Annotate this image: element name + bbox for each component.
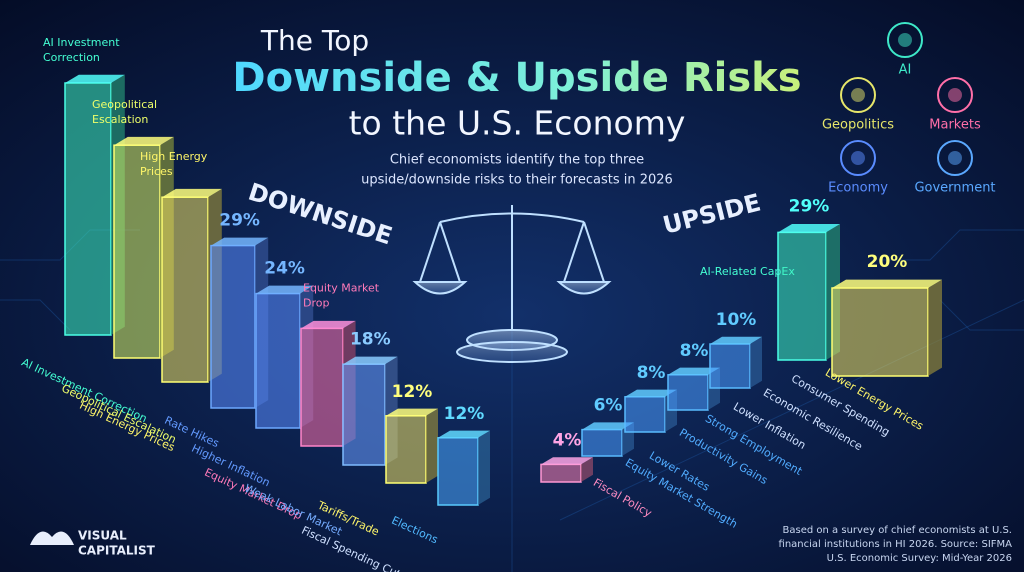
subtitle-line: Chief economists identify the top three <box>390 153 644 168</box>
bar-side <box>426 408 438 483</box>
bar <box>255 292 301 429</box>
bar-top <box>832 279 942 288</box>
value-label: 4% <box>553 430 582 450</box>
x-label: AI-Related CapEx <box>700 265 795 278</box>
bar <box>64 82 112 336</box>
bar <box>210 244 256 409</box>
logo-text: CAPITALIST <box>78 544 156 558</box>
bar-top <box>301 320 356 329</box>
source-line: financial institutions in HI 2026. Sourc… <box>779 539 1013 550</box>
legend-icon <box>840 140 876 176</box>
bar-top <box>710 336 762 344</box>
bar <box>300 327 344 447</box>
bar-top <box>65 74 125 83</box>
legend-icon <box>887 22 923 58</box>
bar <box>342 363 386 466</box>
logo-text: VISUAL <box>78 529 127 543</box>
legend-label: Markets <box>929 118 981 133</box>
bar-top <box>162 188 222 198</box>
legend-icon <box>937 140 973 176</box>
bar-top <box>211 237 269 246</box>
annotation: High Energy Prices <box>140 150 208 178</box>
bar-top <box>114 136 174 146</box>
title-line: to the U.S. Economy <box>349 104 686 143</box>
value-label: 20% <box>867 252 908 272</box>
bar <box>831 287 929 377</box>
bar <box>709 343 751 389</box>
scale-icon <box>412 205 612 363</box>
legend-icon-core <box>851 88 865 102</box>
source-line: U.S. Economic Survey: Mid-Year 2026 <box>827 553 1012 564</box>
annotation: AI Investment Correction <box>43 36 120 64</box>
bar <box>113 144 161 359</box>
value-label: 12% <box>444 404 485 424</box>
value-label: 18% <box>350 330 391 350</box>
legend-label: Government <box>914 181 995 196</box>
value-label: 29% <box>219 210 260 230</box>
legend-icon <box>937 77 973 113</box>
bar-top <box>386 408 438 416</box>
value-label: 29% <box>789 196 830 216</box>
bar-top <box>256 285 314 294</box>
legend-label: Geopolitics <box>822 118 894 133</box>
bar-top <box>343 356 398 365</box>
legend-label: Economy <box>828 181 888 196</box>
bar-side <box>478 430 490 505</box>
circuit-lines <box>0 229 1024 572</box>
value-label: 10% <box>716 310 757 330</box>
subtitle-line: upside/downside risks to their forecasts… <box>361 173 673 188</box>
logo: VISUAL CAPITALIST <box>30 529 156 558</box>
value-label: 8% <box>680 341 709 361</box>
value-label: 8% <box>637 363 666 383</box>
title-line: The Top <box>260 24 369 57</box>
legend-icon <box>840 77 876 113</box>
legend-icon-core <box>948 151 962 165</box>
bar <box>624 396 666 433</box>
legend-icon-core <box>948 88 962 102</box>
bar <box>581 428 623 457</box>
bar <box>667 374 709 411</box>
bar-top <box>582 422 634 430</box>
bar-side <box>750 336 762 388</box>
bar <box>161 196 209 383</box>
legend-label: AI <box>899 63 912 78</box>
bar-side <box>581 457 593 482</box>
legend-icon-core <box>898 33 912 47</box>
bar-top <box>625 389 677 397</box>
value-label: 12% <box>392 382 433 402</box>
title-line: Downside & Upside Risks <box>232 55 801 101</box>
bar-top <box>668 367 720 375</box>
annotation: Equity Market Drop <box>303 281 380 309</box>
bar <box>777 231 827 361</box>
logo-mark <box>30 531 74 545</box>
source-line: Based on a survey of chief economists at… <box>783 525 1012 536</box>
annotation: Geopolitical Escalation <box>92 98 157 126</box>
bar <box>385 415 427 484</box>
value-label: 6% <box>594 396 623 416</box>
bar-top <box>778 224 840 233</box>
bar <box>437 437 479 506</box>
legend-icon-core <box>851 151 865 165</box>
bar <box>540 463 582 483</box>
value-label: 24% <box>264 258 305 278</box>
bar-top <box>438 430 490 438</box>
bar-top <box>541 457 593 465</box>
bar-side <box>928 279 942 376</box>
